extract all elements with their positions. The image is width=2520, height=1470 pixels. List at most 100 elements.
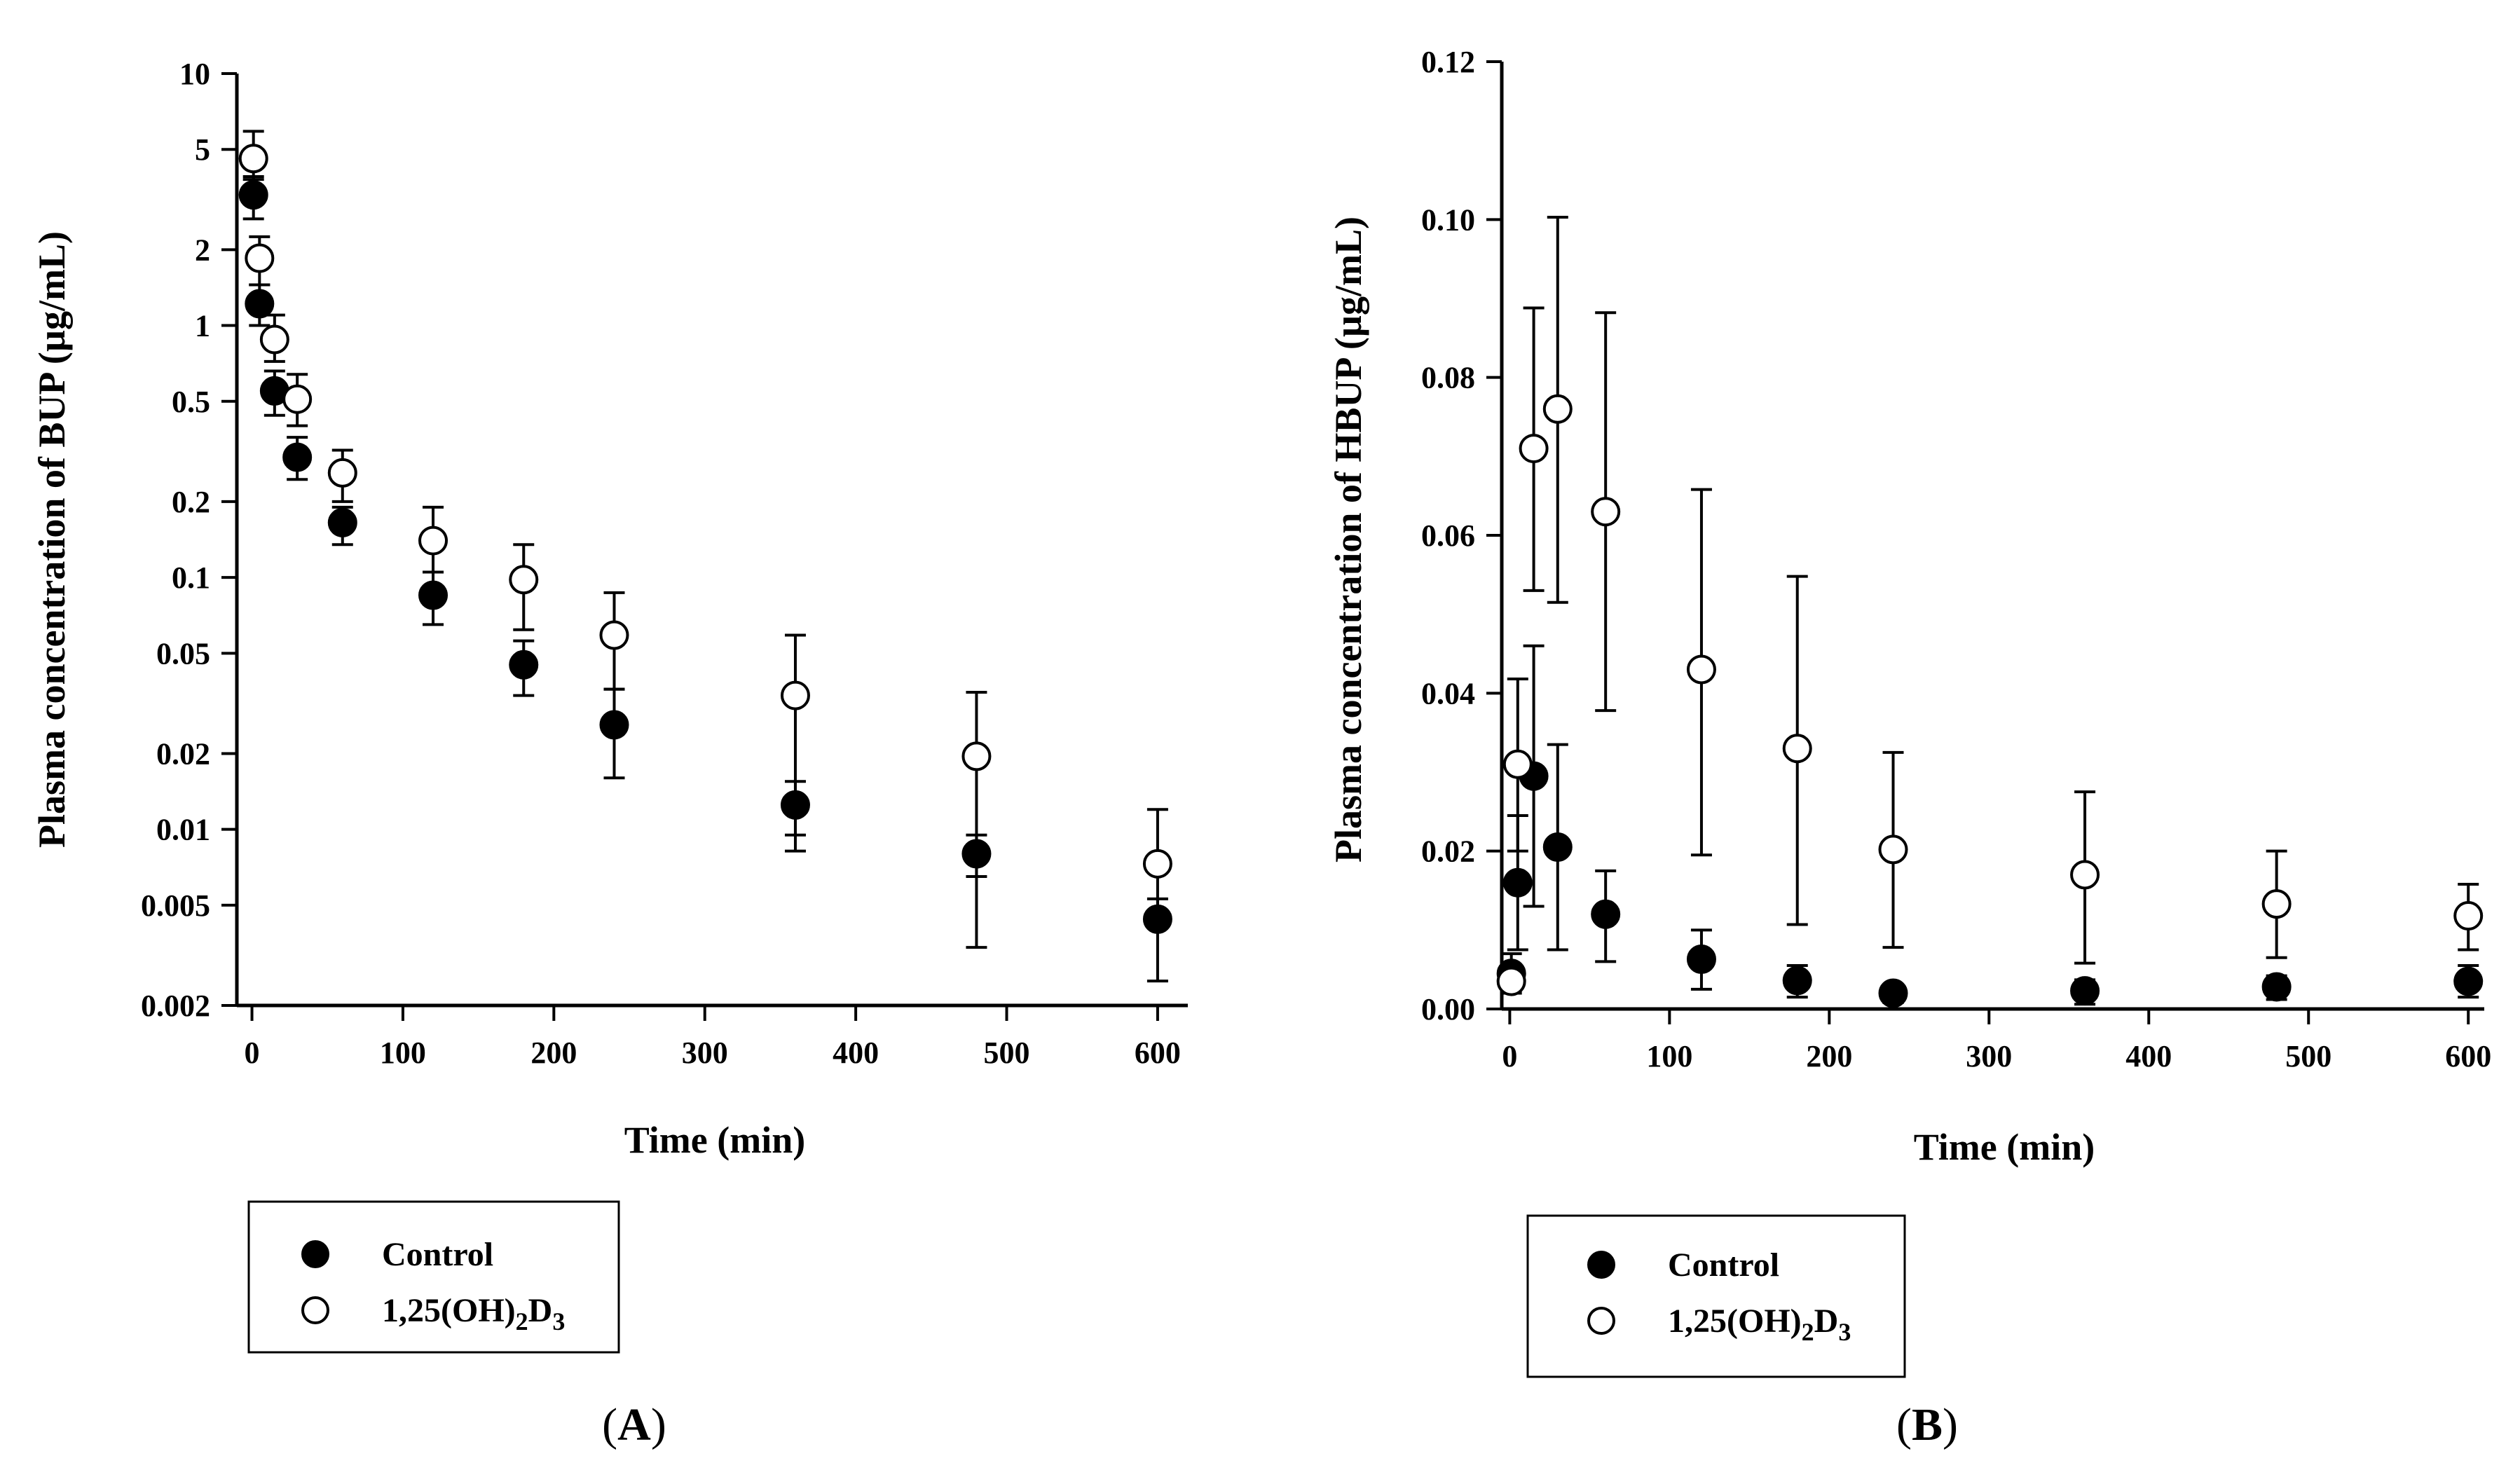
panel-b-legend-treated-sub2: 3 bbox=[1838, 1318, 1851, 1346]
data-point-treated bbox=[1542, 394, 1573, 424]
panel-b-y-tick-label: 0.06 bbox=[1421, 518, 1475, 553]
data-point-treated bbox=[245, 243, 275, 273]
panel-a-x-tick-label: 0 bbox=[245, 1036, 260, 1070]
panel-a-legend-treated-marker bbox=[301, 1296, 329, 1324]
panel-b-x-tick-label: 300 bbox=[1966, 1039, 2012, 1073]
panel-a-series-treated bbox=[238, 130, 1172, 926]
panel-b-legend-box bbox=[1526, 1214, 1906, 1378]
data-point-control bbox=[1782, 966, 1812, 996]
panel-a-legend: Control 1,25(OH)2D3 bbox=[247, 1200, 620, 1354]
panel-a-legend-treated-sub2: 3 bbox=[552, 1307, 565, 1335]
panel-a-x-ticks: 0 100 200 300 400 500 600 bbox=[245, 1005, 1181, 1070]
panel-a-legend-treated-mid: D bbox=[528, 1292, 553, 1329]
panel-a-chart: 0 100 200 300 400 500 600 0.0020.0050.010.020.… bbox=[31, 57, 1188, 1450]
data-point-treated bbox=[2261, 889, 2292, 919]
panel-a-x-tick-label: 100 bbox=[380, 1036, 426, 1070]
panel-a-y-tick-label: 10 bbox=[179, 57, 210, 91]
data-point-treated bbox=[1502, 749, 1533, 779]
panel-b-legend-treated-marker bbox=[1587, 1307, 1615, 1335]
panel-a-x-tick-label: 400 bbox=[833, 1036, 879, 1070]
data-point-treated bbox=[2070, 860, 2100, 890]
data-point-treated bbox=[1878, 834, 1908, 865]
panel-a-x-tick-label: 600 bbox=[1135, 1036, 1181, 1070]
panel-b-legend-control-label: Control bbox=[1668, 1246, 1779, 1284]
panel-a-label-close: ) bbox=[651, 1399, 666, 1450]
data-point-control bbox=[1686, 944, 1716, 975]
panel-a-y-axis-title: Plasma concentration of BUP (µg/mL) bbox=[31, 231, 73, 848]
panel-b-legend-treated-prefix: 1,25(OH) bbox=[1668, 1303, 1802, 1340]
data-point-treated bbox=[1782, 734, 1812, 764]
panel-b-label-open: ( bbox=[1896, 1399, 1912, 1450]
panel-b-x-ticks: 0 100 200 300 400 500 600 bbox=[1502, 1009, 2491, 1073]
panel-b-x-axis-title: Time (min) bbox=[1914, 1126, 2095, 1168]
panel-b-label-close: ) bbox=[1943, 1399, 1958, 1450]
data-point-control bbox=[509, 650, 539, 680]
data-point-treated bbox=[327, 458, 357, 488]
panel-b-x-tick-label: 200 bbox=[1806, 1039, 1852, 1073]
panel-a-x-axis-title: Time (min) bbox=[624, 1119, 805, 1161]
data-point-treated bbox=[1519, 434, 1549, 464]
data-point-control bbox=[2453, 966, 2484, 996]
data-point-treated bbox=[780, 680, 810, 710]
panel-a-data-marks bbox=[238, 130, 1172, 983]
data-point-treated bbox=[282, 384, 313, 414]
panel-a-y-tick-label: 0.2 bbox=[172, 485, 210, 519]
panel-a-x-tick-label: 300 bbox=[682, 1036, 728, 1070]
panel-a-y-ticks: 0.002 0.005 0.01 0.02 0.05 0.1 0.2 0.5 1 2 5 10 bbox=[141, 57, 237, 1023]
data-point-treated bbox=[599, 620, 629, 650]
data-point-control bbox=[245, 289, 275, 319]
panel-b-x-tick-label: 500 bbox=[2285, 1039, 2331, 1073]
panel-a-label: (A) bbox=[602, 1399, 666, 1450]
panel-a-legend-treated-prefix: 1,25(OH) bbox=[382, 1292, 516, 1329]
panel-b-x-tick-label: 0 bbox=[1502, 1039, 1517, 1073]
data-point-control bbox=[1502, 867, 1533, 898]
error-bar bbox=[966, 691, 987, 878]
panel-a-axes bbox=[235, 74, 1188, 1008]
panel-b-series-control bbox=[1496, 644, 2484, 1008]
panel-a-series-control bbox=[238, 175, 1172, 983]
panel-b-y-ticks: 0.00 0.02 0.04 0.06 0.08 0.10 0.12 bbox=[1421, 45, 1502, 1026]
panel-b-legend: Control 1,25(OH)2D3 bbox=[1526, 1214, 1906, 1378]
panel-a-legend-treated-label: 1,25(OH)2D3 bbox=[382, 1292, 565, 1335]
panel-b-label-letter: B bbox=[1912, 1399, 1943, 1450]
error-bar bbox=[784, 633, 806, 837]
panel-a-legend-treated-sub1: 2 bbox=[516, 1307, 528, 1335]
panel-b-legend-treated-label: 1,25(OH)2D3 bbox=[1668, 1303, 1851, 1346]
panel-b-label: (B) bbox=[1896, 1399, 1958, 1450]
data-point-control bbox=[1878, 978, 1908, 1008]
data-point-treated bbox=[238, 144, 268, 174]
data-point-treated bbox=[418, 526, 448, 556]
data-point-control bbox=[2070, 976, 2100, 1006]
panel-b-series-treated bbox=[1496, 215, 2484, 996]
panel-a-y-tick-label: 0.5 bbox=[172, 385, 210, 419]
panel-a-y-tick-label: 0.1 bbox=[172, 561, 210, 595]
panel-b-x-tick-label: 100 bbox=[1646, 1039, 1692, 1073]
panel-b-y-tick-label: 0.00 bbox=[1421, 992, 1475, 1026]
panel-a-label-letter: A bbox=[617, 1399, 651, 1450]
panel-a-label-open: ( bbox=[602, 1399, 617, 1450]
data-point-control bbox=[327, 507, 357, 537]
panel-a-y-tick-label: 1 bbox=[195, 309, 210, 343]
data-point-treated bbox=[1496, 966, 1526, 996]
data-point-treated bbox=[1591, 497, 1621, 527]
panel-b-x-tick-label: 600 bbox=[2445, 1039, 2491, 1073]
data-point-control bbox=[2261, 972, 2292, 1002]
panel-b-axes bbox=[1500, 62, 2484, 1011]
panel-a-y-tick-label: 0.002 bbox=[141, 989, 210, 1023]
data-point-control bbox=[282, 442, 313, 472]
data-point-control bbox=[238, 180, 268, 210]
panel-b-y-axis-title: Plasma concentration of HBUP (µg/mL) bbox=[1327, 217, 1369, 863]
panel-b-y-tick-label: 0.04 bbox=[1421, 676, 1475, 710]
data-point-control bbox=[599, 710, 629, 740]
data-point-treated bbox=[961, 741, 992, 771]
panel-b-legend-treated-mid: D bbox=[1814, 1303, 1839, 1340]
panel-b-chart: 0 100 200 300 400 500 600 0.00 0.02 0.04 0.06 0.08… bbox=[1327, 45, 2491, 1450]
data-point-control bbox=[1542, 832, 1573, 863]
panel-b-legend-treated-sub1: 2 bbox=[1802, 1318, 1814, 1346]
panel-b-data-marks bbox=[1496, 215, 2484, 1008]
panel-b-y-tick-label: 0.12 bbox=[1421, 45, 1475, 79]
panel-a-legend-control-marker bbox=[301, 1240, 329, 1268]
panel-a-y-tick-label: 5 bbox=[195, 132, 210, 167]
panel-a-x-tick-label: 200 bbox=[530, 1036, 577, 1070]
